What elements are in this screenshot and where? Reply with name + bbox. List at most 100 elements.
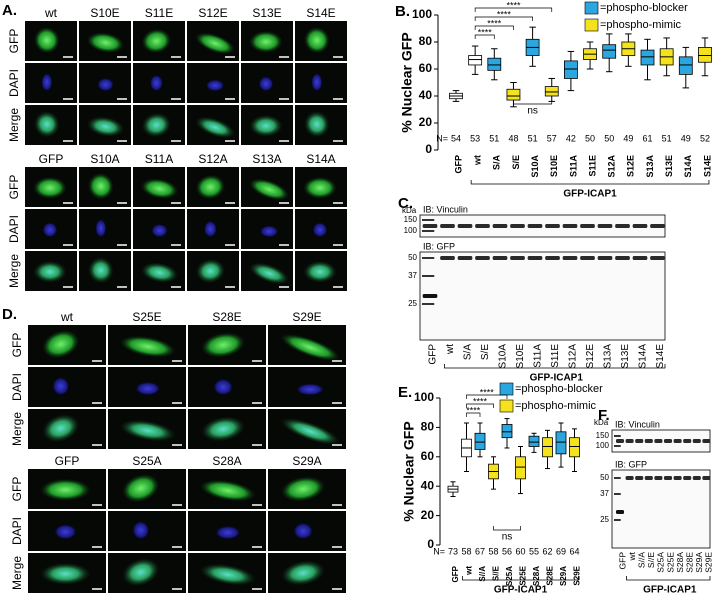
lane-label: S13E [620, 344, 631, 369]
nucleus [134, 381, 161, 396]
band [440, 256, 455, 260]
significance-bracket [466, 403, 494, 408]
blot-title: IB: GFP [423, 241, 455, 251]
cell [33, 110, 60, 138]
lane-label: S25E [665, 552, 675, 573]
significance-bracket [466, 412, 481, 417]
group-label: GFP-ICAP1 [494, 585, 548, 596]
n-count: 48 [508, 133, 518, 143]
ladder-band [614, 477, 621, 479]
lane-label: S13A [603, 344, 614, 369]
y-tick-label: 100 [414, 390, 434, 404]
nucleus [212, 378, 234, 396]
marker-label: 37 [408, 271, 417, 280]
nucleus [312, 221, 328, 238]
box [528, 435, 540, 447]
nucleus [214, 525, 241, 540]
row-label: DAPI [10, 517, 24, 545]
marker-label: 100 [596, 441, 610, 450]
x-tick-label: S12A [607, 155, 617, 178]
cell [279, 417, 341, 446]
column-label: S12A [198, 152, 227, 166]
x-tick-label: S28A [532, 566, 541, 586]
lane-label: S28E [684, 552, 694, 573]
box [501, 424, 513, 439]
band [683, 476, 692, 480]
n-count: 67 [475, 546, 485, 556]
legend-swatch [584, 1, 599, 15]
column-label: S11E [145, 6, 173, 20]
n-count: 52 [700, 133, 710, 143]
lane-label: S10E [515, 344, 526, 369]
ladder-band [614, 519, 621, 521]
band [632, 224, 648, 228]
x-tick-label: S14E [702, 155, 712, 177]
lane-label: S14A [638, 344, 649, 369]
cell [279, 333, 341, 362]
row-label: Merge [7, 108, 21, 142]
band [650, 256, 665, 260]
group-bracket [470, 180, 710, 185]
significance-label: **** [497, 9, 512, 19]
cell [121, 473, 160, 503]
cell [86, 116, 125, 137]
significance-bracket [474, 16, 533, 21]
cell [248, 178, 290, 201]
panel-label: B. [395, 3, 410, 20]
x-tick-label: S/E [511, 155, 521, 170]
y-tick-label: 80 [421, 420, 435, 434]
band [422, 294, 438, 298]
x-tick-label: S//E [492, 565, 501, 581]
y-tick-label: 40 [419, 88, 433, 102]
y-tick-label: 100 [412, 7, 432, 21]
x-tick-label: S25E [519, 565, 528, 585]
cell [194, 32, 236, 55]
n-count: 73 [448, 546, 458, 556]
legend-swatch [499, 382, 514, 396]
n-count: 58 [461, 546, 471, 556]
x-tick-label: GFP [453, 155, 463, 174]
row-label: Merge [10, 412, 24, 446]
n-count: 56 [502, 546, 512, 556]
lane-label: S/E [480, 344, 491, 360]
box [474, 432, 486, 450]
cell [302, 176, 338, 199]
n-count: 60 [515, 546, 525, 556]
marker-label: 25 [600, 515, 609, 524]
cell [199, 563, 257, 586]
ns-bracket [493, 526, 521, 531]
nucleus [259, 225, 279, 238]
box [468, 55, 483, 66]
ladder-band [422, 257, 435, 259]
n-count: 51 [489, 133, 499, 143]
x-tick-label: S//A [478, 566, 487, 582]
band [650, 224, 665, 228]
column-label: S25A [132, 454, 161, 468]
n-count: 51 [528, 133, 538, 143]
nucleus [53, 523, 78, 540]
ns-bracket [513, 100, 553, 105]
band [545, 224, 560, 228]
box [678, 56, 693, 75]
cell [32, 260, 68, 283]
box [640, 49, 655, 66]
row-label: Merge [10, 556, 24, 590]
marker-label: 150 [404, 215, 418, 224]
kda-label: kDa [402, 206, 417, 215]
nucleus [131, 520, 150, 540]
n-count: 50 [585, 133, 595, 143]
column-label: wt [60, 310, 74, 324]
n-label: N= [433, 546, 445, 556]
n-count: 49 [681, 133, 691, 143]
nucleus [42, 221, 58, 238]
marker-label: 50 [408, 253, 417, 262]
nucleus [96, 77, 115, 92]
nucleus [310, 72, 323, 92]
column-label: S14A [306, 152, 335, 166]
x-tick-label: S11E [587, 155, 597, 177]
lane-label: wt [627, 551, 637, 561]
band [644, 439, 653, 443]
lane-label: wt [445, 344, 456, 355]
row-label: DAPI [7, 69, 21, 97]
column-label: S13E [252, 6, 281, 20]
